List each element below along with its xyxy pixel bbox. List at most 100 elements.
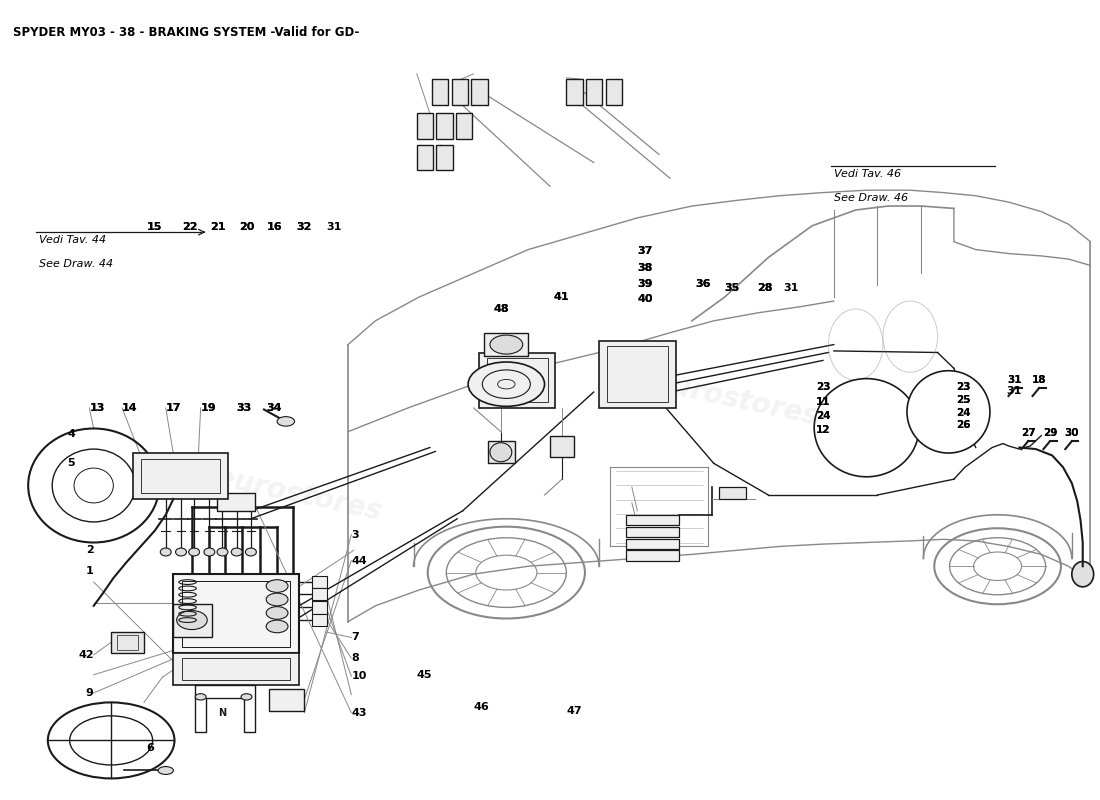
Text: eurostores: eurostores: [650, 369, 822, 431]
Text: 43: 43: [351, 708, 366, 718]
Bar: [133, 453, 228, 499]
Text: 41: 41: [553, 292, 569, 302]
Ellipse shape: [177, 610, 207, 630]
Text: 22: 22: [182, 222, 198, 233]
Text: 32: 32: [297, 222, 312, 233]
Ellipse shape: [490, 442, 512, 462]
Text: 20: 20: [239, 222, 254, 233]
Text: 14: 14: [122, 403, 138, 413]
Text: 30: 30: [1065, 428, 1079, 438]
Text: 31: 31: [783, 282, 799, 293]
Text: 1: 1: [86, 566, 94, 576]
Ellipse shape: [161, 548, 172, 556]
Bar: [484, 333, 528, 357]
Bar: [566, 79, 583, 105]
Text: 31: 31: [1008, 375, 1022, 386]
Ellipse shape: [204, 548, 214, 556]
Bar: [432, 79, 449, 105]
Ellipse shape: [490, 335, 522, 354]
Text: 22: 22: [182, 222, 198, 233]
Text: 41: 41: [553, 292, 569, 302]
Text: 24: 24: [816, 411, 831, 421]
Text: 23: 23: [956, 382, 970, 392]
Text: 31: 31: [1008, 375, 1022, 386]
Text: 16: 16: [267, 222, 283, 233]
Bar: [312, 601, 328, 614]
Text: 34: 34: [266, 403, 282, 413]
Bar: [141, 458, 220, 494]
Bar: [183, 658, 290, 680]
Text: 25: 25: [956, 395, 970, 405]
Text: 20: 20: [239, 222, 254, 233]
Text: 48: 48: [493, 304, 508, 314]
Text: See Draw. 46: See Draw. 46: [834, 193, 907, 203]
Bar: [417, 145, 433, 170]
Text: 5: 5: [67, 458, 75, 468]
Text: 19: 19: [200, 403, 217, 413]
Bar: [417, 114, 433, 138]
Ellipse shape: [469, 362, 544, 406]
Text: 33: 33: [236, 403, 252, 413]
Text: 14: 14: [122, 403, 138, 413]
Text: 26: 26: [956, 420, 970, 430]
Ellipse shape: [277, 417, 295, 426]
Text: 36: 36: [695, 278, 711, 289]
Bar: [626, 526, 679, 537]
Text: 25: 25: [956, 395, 970, 405]
Text: 38: 38: [637, 262, 652, 273]
Text: 33: 33: [236, 403, 252, 413]
Bar: [312, 614, 328, 626]
Text: 23: 23: [816, 382, 831, 392]
Text: 28: 28: [758, 282, 773, 293]
Ellipse shape: [195, 694, 206, 700]
Bar: [550, 436, 574, 457]
Text: 11: 11: [816, 397, 831, 406]
Ellipse shape: [266, 620, 288, 633]
Bar: [626, 538, 679, 549]
Text: 3: 3: [351, 530, 359, 539]
Bar: [452, 79, 469, 105]
Text: 19: 19: [200, 403, 217, 413]
Text: N: N: [219, 708, 227, 718]
Bar: [487, 441, 515, 463]
Ellipse shape: [266, 593, 288, 606]
Text: 40: 40: [637, 294, 652, 305]
Text: 21: 21: [210, 222, 225, 233]
Text: 34: 34: [266, 403, 282, 413]
Text: 23: 23: [956, 382, 970, 392]
Ellipse shape: [245, 548, 256, 556]
Text: 12: 12: [816, 425, 831, 435]
Bar: [437, 114, 453, 138]
Ellipse shape: [241, 694, 252, 700]
Text: 38: 38: [637, 262, 652, 273]
Bar: [486, 358, 548, 402]
Bar: [174, 654, 299, 685]
Bar: [586, 79, 603, 105]
Text: 47: 47: [566, 706, 582, 716]
Text: 18: 18: [1032, 375, 1046, 386]
Bar: [174, 604, 211, 638]
Ellipse shape: [908, 370, 990, 453]
Text: 28: 28: [758, 282, 773, 293]
Text: 39: 39: [637, 278, 652, 289]
Text: 17: 17: [166, 403, 182, 413]
Text: 30: 30: [1065, 428, 1079, 438]
Text: 35: 35: [725, 282, 740, 293]
Ellipse shape: [158, 766, 174, 774]
Text: 32: 32: [297, 222, 312, 233]
Ellipse shape: [814, 378, 918, 477]
Bar: [174, 574, 299, 654]
Text: 46: 46: [474, 702, 490, 712]
Text: 27: 27: [1021, 428, 1035, 438]
Bar: [117, 635, 139, 650]
Text: 42: 42: [78, 650, 94, 660]
Text: 31: 31: [1006, 386, 1022, 395]
Bar: [626, 514, 679, 525]
Ellipse shape: [217, 548, 228, 556]
Text: 39: 39: [637, 278, 652, 289]
Bar: [312, 588, 328, 600]
Text: 44: 44: [351, 556, 367, 566]
Text: 7: 7: [351, 633, 359, 642]
Bar: [183, 581, 290, 647]
Text: 13: 13: [89, 403, 104, 413]
